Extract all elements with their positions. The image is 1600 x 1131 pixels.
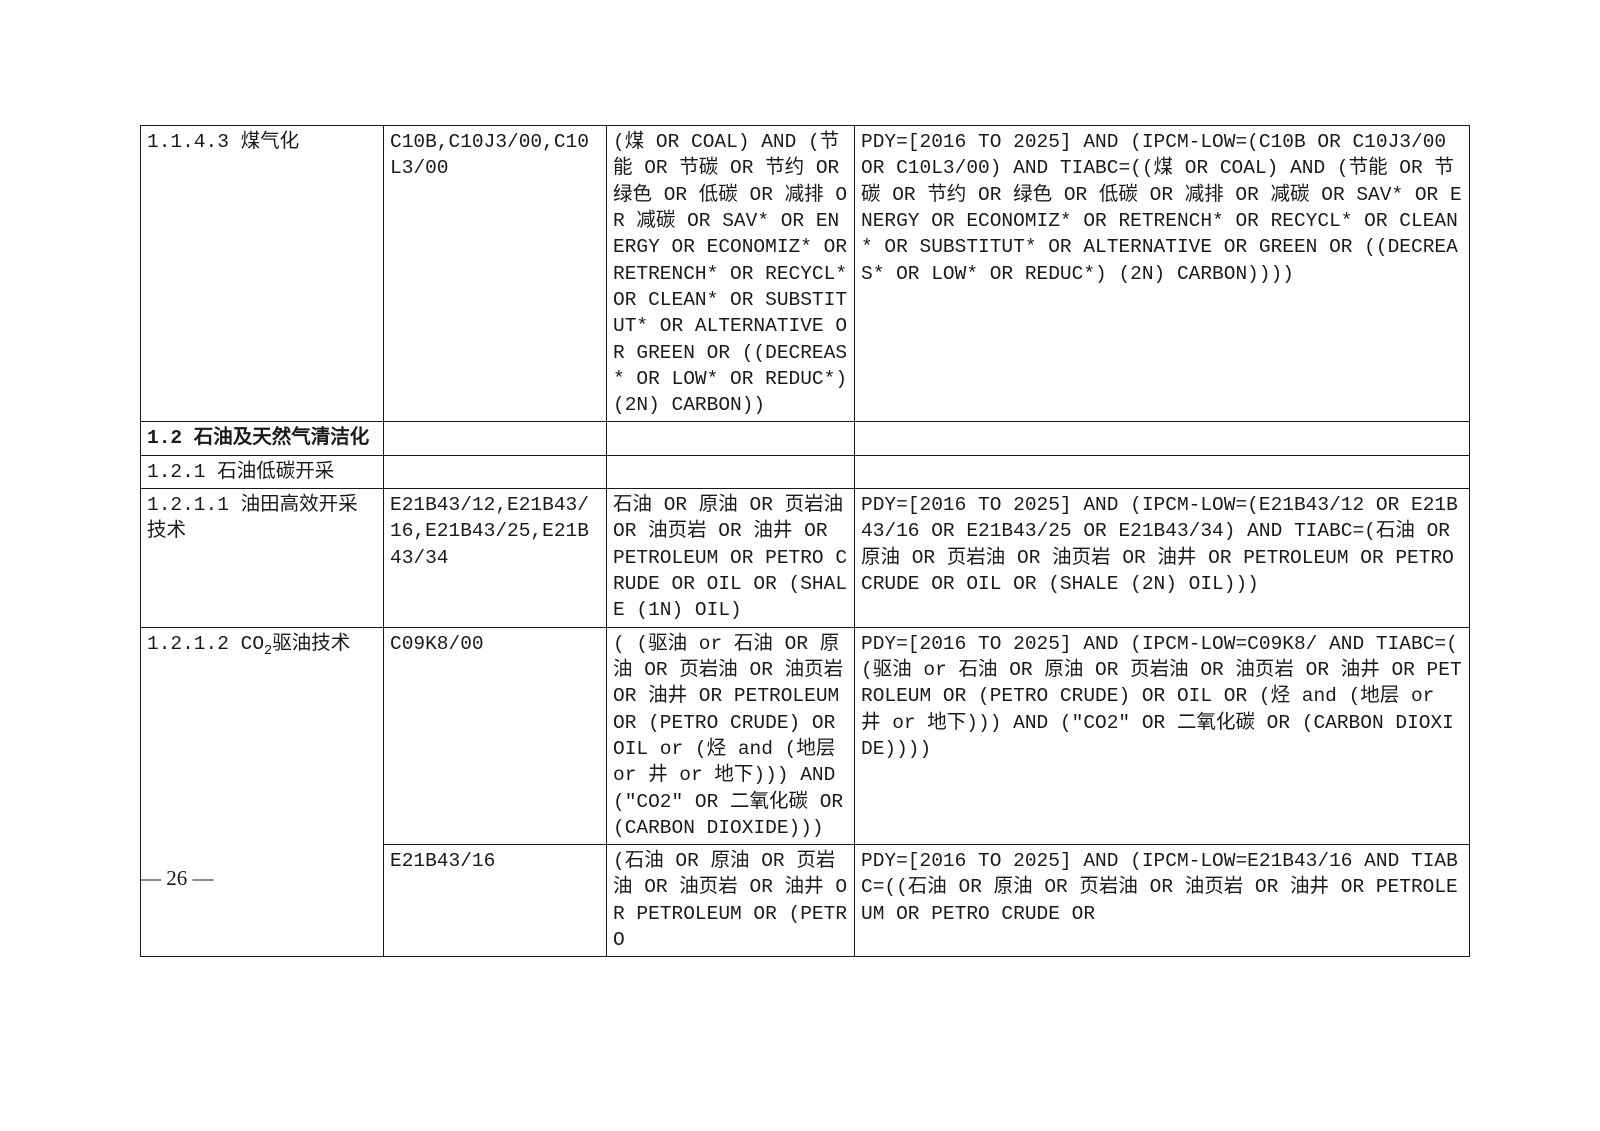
keywords-cell: 石油 OR 原油 OR 页岩油 OR 油页岩 OR 油井 OR PETROLEU… [607, 489, 855, 628]
ipc-code-cell: E21B43/16 [384, 845, 607, 957]
keywords-cell [607, 455, 855, 488]
query-cell: PDY=[2016 TO 2025] AND (IPCM-LOW=E21B43/… [855, 845, 1470, 957]
keywords-cell: (石油 OR 原油 OR 页岩油 OR 油页岩 OR 油井 OR PETROLE… [607, 845, 855, 957]
ipc-code-cell [384, 455, 607, 488]
category-cell: 1.2.1.2 CO2驱油技术 [141, 627, 384, 957]
category-cell: 1.2.1.1 油田高效开采技术 [141, 489, 384, 628]
query-cell [855, 422, 1470, 455]
ipc-code-cell: C09K8/00 [384, 627, 607, 845]
table-row: 1.2.1.1 油田高效开采技术E21B43/12,E21B43/16,E21B… [141, 489, 1470, 628]
ipc-code-cell: E21B43/12,E21B43/16,E21B43/25,E21B43/34 [384, 489, 607, 628]
ipc-code-cell [384, 422, 607, 455]
ipc-code-cell: C10B,C10J3/00,C10L3/00 [384, 126, 607, 422]
category-cell: 1.1.4.3 煤气化 [141, 126, 384, 422]
table-row: 1.1.4.3 煤气化C10B,C10J3/00,C10L3/00(煤 OR C… [141, 126, 1470, 422]
keywords-cell [607, 422, 855, 455]
table-row: 1.2.1 石油低碳开采 [141, 455, 1470, 488]
keywords-cell: (煤 OR COAL) AND (节能 OR 节碳 OR 节约 OR 绿色 OR… [607, 126, 855, 422]
category-cell: 1.2 石油及天然气清洁化 [141, 422, 384, 455]
category-cell: 1.2.1 石油低碳开采 [141, 455, 384, 488]
table-row: 1.2.1.2 CO2驱油技术C09K8/00( (驱油 or 石油 OR 原油… [141, 627, 1470, 845]
keywords-cell: ( (驱油 or 石油 OR 原油 OR 页岩油 OR 油页岩 OR 油井 OR… [607, 627, 855, 845]
query-cell: PDY=[2016 TO 2025] AND (IPCM-LOW=C09K8/ … [855, 627, 1470, 845]
query-cell: PDY=[2016 TO 2025] AND (IPCM-LOW=(C10B O… [855, 126, 1470, 422]
table-row: 1.2 石油及天然气清洁化 [141, 422, 1470, 455]
document-page: 1.1.4.3 煤气化C10B,C10J3/00,C10L3/00(煤 OR C… [0, 0, 1600, 1131]
page-number: — 26 — [140, 866, 214, 891]
query-cell [855, 455, 1470, 488]
query-cell: PDY=[2016 TO 2025] AND (IPCM-LOW=(E21B43… [855, 489, 1470, 628]
classification-table: 1.1.4.3 煤气化C10B,C10J3/00,C10L3/00(煤 OR C… [140, 125, 1470, 957]
